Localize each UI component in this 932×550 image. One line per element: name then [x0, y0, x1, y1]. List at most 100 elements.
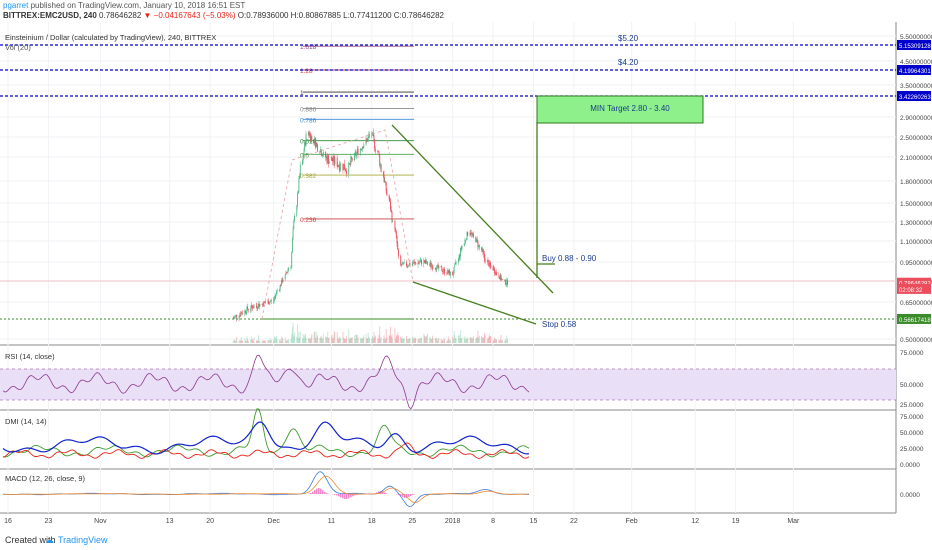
volume-bar — [378, 335, 380, 343]
volume-bar — [326, 337, 328, 343]
candle-body — [426, 261, 428, 265]
rsi-band-lines — [0, 368, 896, 401]
candle-body — [360, 149, 362, 150]
candle-body — [374, 148, 376, 152]
volume-bar — [486, 338, 488, 343]
candle-body — [469, 232, 471, 236]
candle-body — [351, 156, 353, 159]
volume-bar — [403, 338, 404, 343]
volume-bar — [292, 322, 294, 343]
candle-body — [406, 265, 408, 267]
volume-bar — [315, 338, 316, 343]
candle-body — [371, 134, 373, 136]
fib-level-label: 0.236 — [300, 217, 317, 224]
candle-body — [506, 279, 508, 284]
price-levels[interactable] — [0, 44, 896, 97]
volume-bar — [233, 340, 235, 343]
candle-body — [466, 232, 468, 240]
volume-bar — [286, 339, 288, 343]
candle-body — [446, 273, 448, 275]
candle-body — [507, 279, 508, 285]
candle-body — [233, 318, 235, 319]
candle-body — [487, 260, 489, 262]
macd-hist-bar — [320, 488, 322, 494]
candle-body — [478, 244, 480, 248]
candle-body — [252, 306, 254, 309]
author-link[interactable]: pgarret — [3, 1, 29, 10]
candle-body — [460, 248, 462, 257]
candle-body — [296, 206, 298, 216]
candle-body — [429, 264, 431, 266]
candle-body — [452, 272, 454, 276]
trend-drawings[interactable]: MIN Target 2.80 - 3.40 Buy 0.88 - 0.90 S… — [0, 34, 896, 329]
volume-bar — [256, 340, 258, 343]
candle-body — [494, 273, 496, 275]
candle-body — [386, 191, 388, 196]
candle-body — [273, 298, 275, 301]
volume-bar — [351, 338, 353, 343]
candle-body — [308, 132, 310, 136]
volume-bar — [484, 334, 486, 343]
candle-body — [454, 264, 456, 267]
volume-bar — [476, 337, 477, 343]
time-tick-label: 20 — [206, 518, 214, 525]
indicator-tick-label: 75.0000 — [900, 414, 924, 421]
volume-bar — [310, 336, 312, 343]
price-tick-label: 2.50000000 — [900, 135, 932, 142]
fib-level-label: 1.28 — [300, 68, 313, 75]
publish-info: pgarret published on TradingView.com, Ja… — [3, 1, 245, 10]
lower-trendline[interactable] — [412, 281, 537, 325]
candle-body — [325, 156, 327, 158]
adx-line — [2, 421, 530, 455]
candle-body — [486, 260, 488, 263]
volume-bar — [449, 340, 451, 343]
candle-body — [478, 244, 480, 247]
macd-hist-bar — [326, 493, 328, 494]
price-axis[interactable]: 5.50000000 4.50000000 3.50000000 2.90000000… — [897, 34, 932, 344]
volume-bar — [286, 340, 288, 343]
target-box[interactable] — [536, 95, 704, 124]
fib-level-label: 1.618 — [300, 44, 317, 51]
volume-bar — [284, 337, 286, 343]
candle-body — [338, 165, 340, 171]
volume-bar — [327, 331, 329, 343]
volume-bar — [464, 338, 466, 343]
volume-bar — [417, 338, 419, 343]
candle-body — [484, 258, 486, 263]
volume-bar — [383, 335, 385, 343]
candle-body — [458, 258, 459, 263]
candle-body — [322, 155, 324, 157]
footer: Created with ☁ TradingView — [0, 530, 932, 550]
volume-bar — [442, 340, 444, 343]
candle-body — [467, 232, 469, 236]
vol-legend: Vol (20) — [5, 43, 31, 52]
volume-bar — [421, 338, 422, 343]
volume-bar — [265, 340, 267, 343]
volume-bar — [299, 337, 301, 343]
volume-bar — [452, 338, 454, 343]
candle-body — [268, 300, 270, 305]
upper-trendline[interactable] — [391, 124, 554, 294]
candle-body — [369, 134, 371, 136]
candle-body — [492, 267, 494, 271]
fib-projection-dashes — [261, 129, 414, 320]
rsi-legend: RSI (14, close) — [5, 352, 55, 361]
candle-body — [374, 139, 376, 149]
macd-hist-bar — [386, 493, 388, 494]
candle-body — [500, 274, 502, 281]
volume-bar — [307, 338, 309, 343]
macd-hist-bar — [354, 494, 356, 496]
candle-body — [279, 285, 281, 291]
candle-body — [322, 151, 324, 156]
volume-bar — [414, 337, 416, 343]
volume-bar — [280, 340, 282, 343]
volume-bars — [232, 322, 508, 343]
candle-body — [413, 262, 415, 263]
tradingview-brand[interactable]: TradingView — [58, 535, 108, 545]
time-axis[interactable]: 16 23 Nov 13 20 Dec 11 18 25 2018 8 15 22 Feb 12 19 Mar — [4, 518, 800, 525]
candle-body — [407, 265, 409, 267]
volume-bar — [322, 334, 324, 343]
volume-bar — [443, 337, 445, 343]
